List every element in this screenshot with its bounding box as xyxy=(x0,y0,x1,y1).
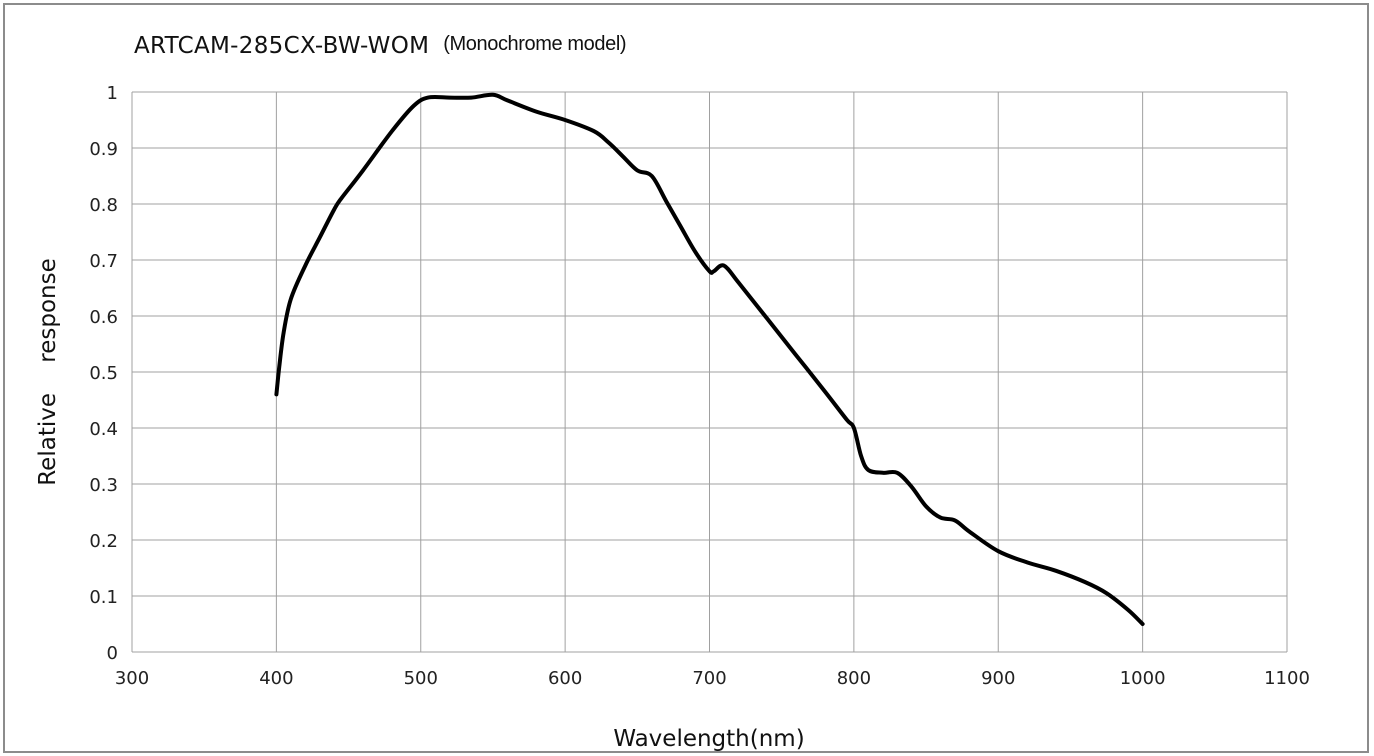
y-tick-label: 0.1 xyxy=(89,587,118,608)
y-tick-label: 0.4 xyxy=(89,419,118,440)
y-tick-label: 0.8 xyxy=(89,195,118,216)
x-tick-label: 1000 xyxy=(1120,668,1166,689)
x-tick-label: 400 xyxy=(259,668,293,689)
y-tick-label: 0 xyxy=(107,643,118,664)
y-axis-label: Relative response xyxy=(35,258,61,486)
x-tick-label: 1100 xyxy=(1264,668,1310,689)
x-tick-label: 600 xyxy=(548,668,582,689)
y-tick-label: 0.9 xyxy=(89,139,118,160)
y-tick-label: 0.2 xyxy=(89,531,118,552)
y-tick-label: 0.3 xyxy=(89,475,118,496)
y-tick-label: 0.7 xyxy=(89,251,118,272)
grid xyxy=(132,92,1287,652)
y-tick-label: 1 xyxy=(107,83,118,104)
x-tick-label: 500 xyxy=(404,668,438,689)
x-tick-label: 800 xyxy=(837,668,871,689)
tick-labels: 0 0.1 0.2 0.3 0.4 0.5 0.6 0.7 0.8 0.9 1 300 400 500 60… xyxy=(89,83,1310,689)
x-tick-label: 900 xyxy=(981,668,1015,689)
x-axis-label: Wavelength(nm) xyxy=(613,726,804,752)
x-tick-label: 300 xyxy=(115,668,149,689)
y-tick-label: 0.5 xyxy=(89,363,118,384)
y-tick-label: 0.6 xyxy=(89,307,118,328)
x-tick-label: 700 xyxy=(692,668,726,689)
